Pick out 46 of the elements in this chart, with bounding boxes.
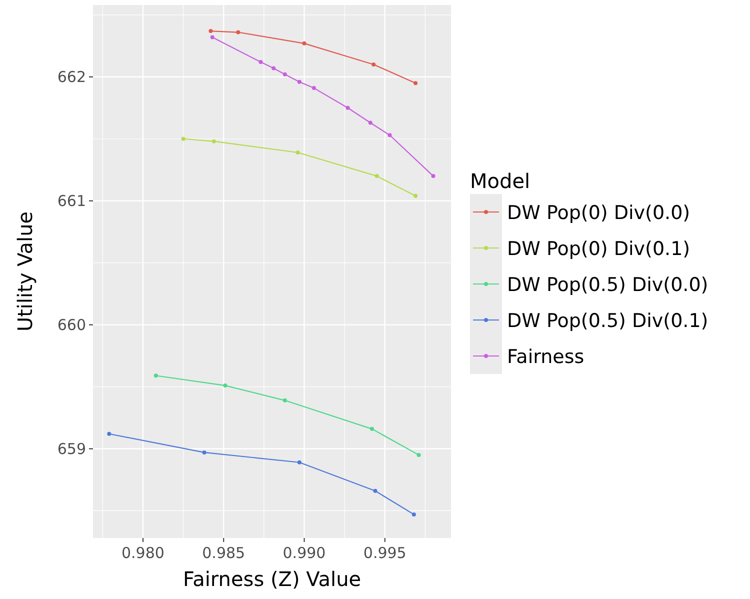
point	[373, 488, 378, 493]
point	[388, 133, 392, 138]
point	[223, 384, 228, 388]
point	[154, 374, 158, 378]
point	[208, 29, 213, 34]
point	[346, 106, 350, 110]
point	[212, 139, 216, 144]
point	[374, 174, 379, 178]
point	[414, 81, 418, 86]
x-tick-label: 0.980	[122, 544, 164, 562]
y-tick-label: 662	[57, 68, 86, 86]
legend-label: Fairness	[507, 346, 584, 368]
point	[282, 72, 287, 76]
point	[210, 35, 214, 40]
legend-label: DW Pop(0.5) Div(0.0)	[507, 274, 708, 296]
y-tick-label: 660	[57, 316, 86, 334]
point	[297, 80, 302, 84]
point	[302, 41, 306, 46]
point	[181, 136, 186, 141]
point	[258, 60, 263, 64]
point	[412, 512, 416, 516]
point	[372, 62, 376, 66]
point	[414, 194, 418, 198]
y-tick-label: 661	[57, 192, 86, 210]
point	[312, 86, 316, 90]
point	[272, 66, 276, 70]
legend-label: DW Pop(0) Div(0.0)	[507, 202, 690, 224]
x-tick-label: 0.995	[363, 544, 406, 562]
point	[297, 460, 302, 464]
point	[202, 450, 206, 454]
x-tick-label: 0.985	[202, 544, 246, 562]
point	[282, 398, 287, 402]
y-tick-label: 659	[57, 440, 86, 458]
x-tick-label: 0.990	[282, 544, 326, 562]
y-axis-title: Utility Value	[13, 211, 37, 332]
point	[416, 452, 421, 457]
point	[107, 432, 112, 436]
legend-label: DW Pop(0.5) Div(0.1)	[507, 310, 708, 332]
legend-title: Model	[470, 169, 530, 193]
point	[236, 30, 240, 34]
x-axis-title: Fairness (Z) Value	[182, 567, 362, 591]
point	[368, 120, 372, 125]
point	[296, 150, 300, 155]
point	[370, 426, 374, 431]
point	[431, 174, 436, 178]
legend-label: DW Pop(0) Div(0.1)	[507, 238, 690, 260]
